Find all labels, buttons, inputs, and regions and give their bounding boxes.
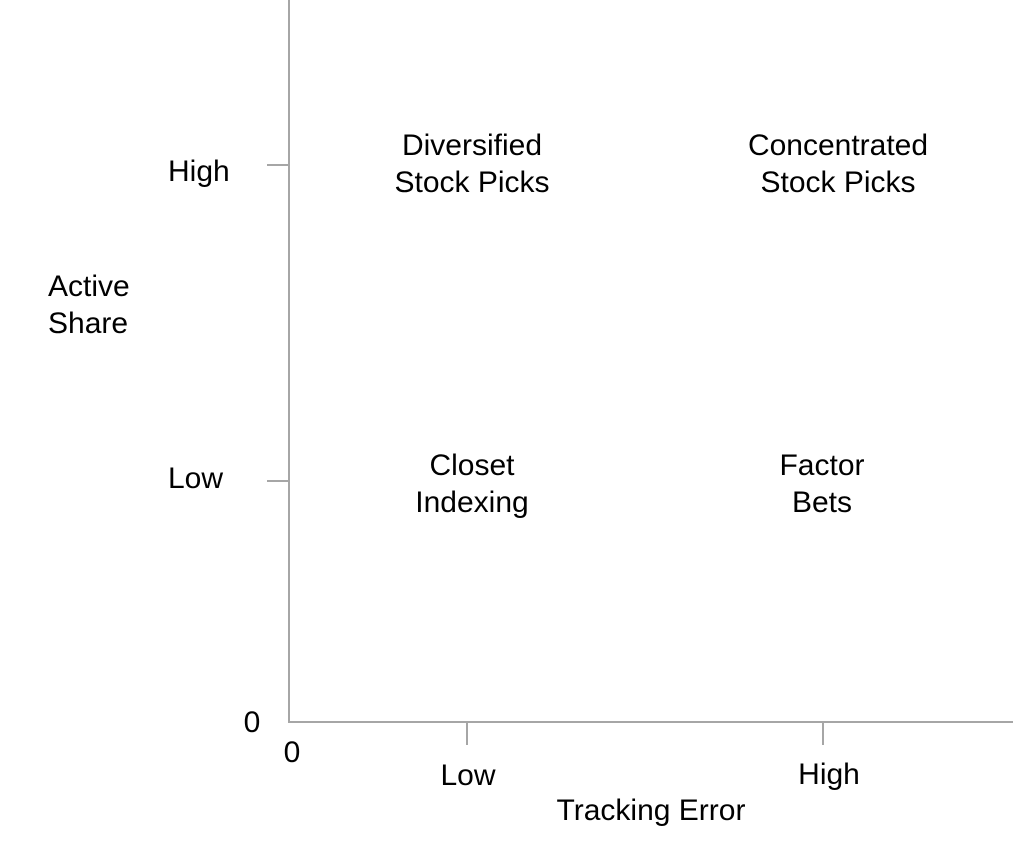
- quadrant-label-line: Diversified: [401, 129, 543, 162]
- quadrant-label-line: Bets: [791, 486, 853, 519]
- y-axis-line: [288, 0, 290, 723]
- quadrant-label-line: Stock Picks: [760, 166, 916, 199]
- quadrant-label-line: Closet: [429, 449, 515, 482]
- x-axis-title: Tracking Error: [556, 794, 746, 827]
- quadrant-label-factor-bets: Factor Bets: [779, 447, 864, 521]
- quadrant-label-diversified-stock-picks: Diversified Stock Picks: [394, 127, 549, 201]
- y-axis-label-zero: 0: [243, 706, 261, 739]
- x-axis-tick-high: [822, 723, 824, 745]
- quadrant-label-line: Indexing: [415, 486, 529, 519]
- x-axis-tick-low: [466, 723, 468, 745]
- y-axis-tick-high: [267, 164, 289, 166]
- x-axis-label-high: High: [798, 758, 860, 791]
- x-axis-label-low: Low: [440, 759, 496, 792]
- x-axis-label-zero: 0: [283, 736, 301, 769]
- x-axis-line: [288, 721, 1013, 723]
- y-axis-title-line1: Active: [48, 270, 130, 303]
- quadrant-label-line: Concentrated: [747, 129, 929, 162]
- y-axis-title-line2: Share: [48, 307, 129, 340]
- quadrant-label-line: Stock Picks: [394, 166, 550, 199]
- y-axis-label-high: High: [168, 155, 230, 188]
- y-axis-tick-low: [267, 480, 289, 482]
- quadrant-label-line: Factor: [779, 449, 865, 482]
- quadrant-label-concentrated-stock-picks: Concentrated Stock Picks: [748, 127, 928, 201]
- y-axis-title: Active Share: [48, 268, 130, 342]
- quadrant-label-closet-indexing: Closet Indexing: [415, 447, 528, 521]
- y-axis-label-low: Low: [168, 462, 224, 495]
